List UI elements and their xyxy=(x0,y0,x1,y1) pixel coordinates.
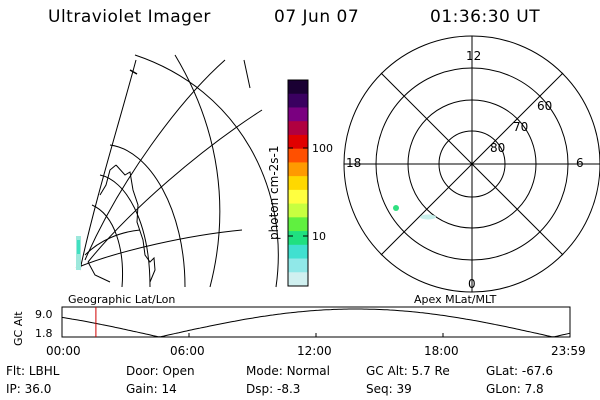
status-gc-alt: GC Alt: 5.7 Re xyxy=(366,364,450,378)
colorbar xyxy=(288,80,308,287)
colorbar-band xyxy=(288,107,308,122)
date-label: 07 Jun 07 xyxy=(274,7,360,27)
mlt-label-6: 6 xyxy=(576,156,584,170)
altitude-ylabel: GC Alt xyxy=(12,311,25,346)
status-flt: Flt: LBHL xyxy=(6,364,60,378)
colorbar-band xyxy=(288,121,308,136)
colorbar-band xyxy=(288,134,308,150)
altitude-xtick-2: 12:00 xyxy=(297,344,332,358)
time-label: 01:36:30 UT xyxy=(430,7,541,27)
colorbar-tick-100: 100 xyxy=(312,142,333,155)
mlat-label-60: 60 xyxy=(537,99,552,113)
geographic-map xyxy=(75,54,279,288)
altitude-xticks xyxy=(188,333,444,337)
mlt-label-18: 18 xyxy=(346,156,361,170)
colorbar-band xyxy=(288,148,308,163)
colorbar-band xyxy=(288,93,308,108)
geo-emission xyxy=(76,236,81,270)
altitude-xtick-1: 06:00 xyxy=(170,344,205,358)
colorbar-band xyxy=(288,258,308,273)
altitude-curve xyxy=(61,308,571,338)
status-seq: Seq: 39 xyxy=(366,382,412,396)
altitude-xtick-3: 18:00 xyxy=(424,344,459,358)
colorbar-band xyxy=(288,176,308,191)
status-door: Door: Open xyxy=(126,364,195,378)
instrument-title: Ultraviolet Imager xyxy=(48,7,211,27)
status-glon: GLon: 7.8 xyxy=(486,382,544,396)
status-glat: GLat: -67.6 xyxy=(486,364,553,378)
altitude-xtick-4: 23:59 xyxy=(551,344,586,358)
altitude-xtick-0: 00:00 xyxy=(46,344,81,358)
colorbar-tick-10: 10 xyxy=(312,230,326,243)
colorbar-band xyxy=(288,231,308,246)
status-mode: Mode: Normal xyxy=(246,364,330,378)
altitude-ytick-top: 9.0 xyxy=(35,308,53,321)
colorbar-unit-label: photon cm-2s-1 xyxy=(267,146,281,241)
apex-emission xyxy=(393,205,436,220)
colorbar-band xyxy=(288,244,308,260)
colorbar-band xyxy=(288,189,308,205)
colorbar-band xyxy=(288,162,308,177)
status-gain: Gain: 14 xyxy=(126,382,177,396)
colorbar-band xyxy=(288,272,308,287)
status-dsp: Dsp: -8.3 xyxy=(246,382,301,396)
mlt-label-12: 12 xyxy=(466,49,481,63)
apex-polar-plot xyxy=(343,35,600,293)
mlat-label-70: 70 xyxy=(513,120,528,134)
apex-panel-label: Apex MLat/MLT xyxy=(414,293,497,306)
status-ip: IP: 36.0 xyxy=(6,382,52,396)
mlt-label-0: 0 xyxy=(468,277,476,291)
altitude-ytick-bottom: 1.8 xyxy=(35,327,53,340)
colorbar-band xyxy=(288,80,308,95)
geo-panel-label: Geographic Lat/Lon xyxy=(68,293,175,306)
mlat-label-80: 80 xyxy=(490,141,505,155)
colorbar-band xyxy=(288,203,308,218)
colorbar-frame xyxy=(287,79,309,287)
colorbar-band xyxy=(288,217,308,232)
